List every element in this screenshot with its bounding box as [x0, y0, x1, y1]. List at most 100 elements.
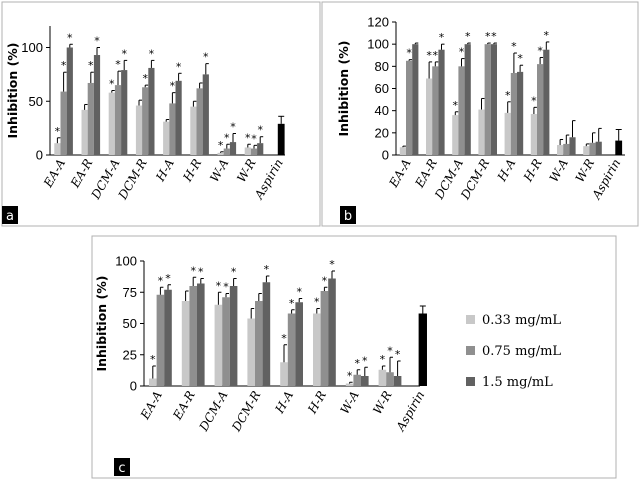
panel-b-bar-series-1: [537, 64, 544, 155]
panel-b-bar-series-0: [426, 78, 433, 155]
legend-swatch-2: [466, 377, 475, 386]
panel-c-category-label: EA-A: [137, 388, 165, 422]
panel-a-significance-star: *: [251, 132, 257, 145]
panel-c-bar-series-0: [181, 301, 190, 386]
panel-c-significance-star: *: [354, 357, 360, 370]
panel-c-significance-star: *: [150, 353, 156, 366]
panel-c-bar-series-0: [313, 313, 321, 386]
panel-a-bar-series-0: [108, 92, 115, 155]
legend: 0.33 mg/mL 0.75 mg/mL 1.5 mg/mL: [466, 313, 561, 390]
panel-a-significance-star: *: [94, 35, 100, 48]
panel-b-y-tick-label: 100: [367, 37, 389, 52]
panel-a-bar-series-1: [60, 91, 67, 155]
panel-c-y-tick-label: 100: [115, 254, 137, 269]
panel-a-bar-series-1: [250, 148, 258, 155]
panel-b-bar-series-0: [530, 113, 537, 155]
panel-c-y-tick-label: 0: [130, 379, 137, 394]
panel-c-bar-series-1: [386, 372, 394, 386]
panel-c-significance-star: *: [395, 348, 401, 361]
panel-b-significance-star: *: [459, 46, 465, 59]
panel-c-significance-star: *: [329, 258, 335, 271]
panel-c-bar-series-1: [353, 374, 361, 386]
panel-b-y-tick-label: 60: [375, 81, 389, 96]
panel-c-category-label: W-A: [338, 388, 362, 416]
panel-a-category-label: W-R: [234, 157, 258, 185]
panel-c-bar-series-1: [156, 294, 165, 386]
panel-b-bar-series-1: [563, 143, 570, 155]
panel-a-bar-series-0: [81, 109, 88, 155]
panel-b-bar-series-1: [458, 66, 465, 155]
panel-b-category-label: EA-R: [412, 157, 440, 191]
panel-c-bar-aspirin: [418, 313, 427, 386]
panel-c-bar-series-1: [189, 286, 197, 386]
panel-c-significance-star: *: [281, 332, 287, 345]
panel-b-significance-star: *: [453, 99, 459, 112]
panel-a-significance-star: *: [67, 31, 73, 44]
panel-a-bar-series-1: [142, 87, 149, 155]
legend-label-0: 0.33 mg/mL: [482, 313, 561, 328]
panel-c-y-tick-label: 25: [123, 347, 137, 362]
panel-a-y-tick-label: 50: [29, 94, 43, 109]
legend-swatch-0: [466, 315, 475, 324]
panel-a-category-label: EA-A: [40, 156, 68, 190]
panel-c-bar-series-0: [214, 304, 223, 386]
panel-c-bar-series-2: [393, 376, 402, 386]
panel-b-category-label: H-R: [520, 157, 544, 185]
panel-a-significance-star: *: [149, 47, 155, 60]
panel-a-bar-series-1: [87, 82, 94, 155]
panel-b-significance-star: *: [517, 52, 523, 65]
panel-a-significance-star: *: [61, 59, 67, 72]
panel-b-significance-star: *: [439, 31, 445, 44]
panel-a-significance-star: *: [88, 59, 94, 72]
panel-a-bar-series-2: [93, 55, 101, 155]
panel-a-category-label: H-A: [153, 156, 177, 184]
panel-a-significance-star: *: [115, 58, 121, 71]
panel-b-bar-series-1: [589, 142, 596, 155]
panel-a-bar-series-2: [257, 143, 264, 155]
panel-b-significance-star: *: [491, 30, 497, 43]
panel-a-y-axis-label: Inhibition (%): [5, 42, 20, 138]
panel-a-significance-star: *: [230, 121, 236, 134]
panel-c-significance-star: *: [322, 274, 328, 287]
panel-b-significance-star: *: [485, 30, 491, 43]
panel-c-category-label: H-A: [272, 388, 296, 416]
panel-b-bar-series-1: [510, 72, 517, 155]
panel-a-bar-series-2: [175, 80, 182, 155]
panel-tag-a-text: a: [6, 209, 14, 224]
panel-b-bar-series-2: [569, 137, 576, 155]
panel-a-significance-star: *: [170, 80, 176, 93]
panel-c-significance-star: *: [165, 272, 171, 285]
panel-b-y-tick-label: 20: [375, 125, 389, 140]
panel-c-bar-series-0: [280, 362, 288, 386]
panel-c-bar-series-2: [164, 289, 172, 386]
panel-b-significance-star: *: [426, 49, 432, 62]
panel-c-y-tick-label: 75: [123, 285, 137, 300]
panel-c-significance-star: *: [380, 353, 386, 366]
panel-b-significance-star: *: [531, 94, 537, 107]
panel-c-y-axis-label: Inhibition (%): [94, 275, 109, 371]
panel-a-significance-star: *: [257, 124, 263, 137]
panel-b-significance-star: *: [544, 29, 550, 42]
panel-tag-c: c: [114, 458, 130, 476]
panel-c-bar-series-2: [262, 282, 271, 386]
panel-b-bar-series-0: [557, 145, 564, 155]
panel-a-bar-aspirin: [277, 123, 285, 155]
panel-c-category-label: DCM-A: [196, 388, 231, 434]
panel-b-bar-series-1: [432, 66, 439, 155]
panel-tag-a: a: [2, 206, 18, 224]
panel-a-category-label: W-A: [207, 156, 231, 184]
panel-b-bar-series-1: [484, 44, 491, 155]
panel-c-bar-series-1: [222, 297, 230, 386]
panel-a-bar-series-1: [196, 88, 203, 155]
panel-c-bar-series-2: [295, 302, 303, 386]
panel-b-category-label: H-A: [494, 156, 518, 184]
panel-c-category-label: DCM-R: [229, 389, 264, 435]
panel-a-significance-star: *: [121, 47, 127, 60]
panel-b-bar-series-0: [399, 147, 406, 155]
panel-b-significance-star: *: [433, 49, 439, 62]
panel-c-bar-series-0: [149, 378, 157, 386]
panel-a-significance-star: *: [176, 60, 182, 73]
panel-c-bar-series-0: [345, 383, 354, 386]
panel-c-bar-series-1: [287, 313, 296, 386]
